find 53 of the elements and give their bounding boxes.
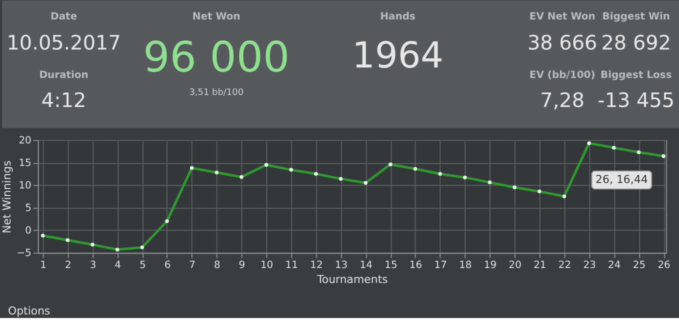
x-tick-label: 10 bbox=[260, 260, 274, 272]
text: Options bbox=[8, 304, 51, 318]
x-tick-label: 19 bbox=[484, 260, 497, 272]
x-tick-label: 22 bbox=[558, 260, 572, 272]
text: 96 000 bbox=[143, 32, 290, 82]
y-tick-label: −5 bbox=[16, 248, 32, 260]
x-tick-label: 2 bbox=[65, 260, 72, 272]
x-tick-label: 16 bbox=[409, 260, 422, 272]
x-axis-title: Tournaments bbox=[316, 273, 388, 286]
text: 3,51 bb/100 bbox=[189, 88, 244, 98]
x-tick-label: 9 bbox=[238, 260, 246, 272]
x-tick-label: 14 bbox=[360, 260, 372, 272]
text: EV (bb/100) bbox=[529, 70, 596, 82]
x-tick-label: 11 bbox=[285, 260, 298, 272]
text: 38 666 bbox=[527, 30, 598, 54]
x-tick-label: 7 bbox=[189, 260, 196, 272]
x-tick-label: 20 bbox=[508, 260, 522, 272]
y-tick-label: 5 bbox=[25, 203, 32, 214]
x-tick-label: 5 bbox=[139, 260, 146, 272]
x-tick-label: 21 bbox=[534, 260, 546, 272]
x-tick-label: 3 bbox=[90, 260, 96, 272]
text: 1964 bbox=[352, 35, 444, 76]
x-tick-label: 1 bbox=[40, 260, 47, 272]
x-tick-label: 17 bbox=[434, 260, 447, 272]
text: Net Won bbox=[192, 11, 240, 22]
x-tick-label: 25 bbox=[632, 260, 646, 272]
text: Hands bbox=[380, 11, 416, 22]
text: Date bbox=[50, 11, 78, 22]
text: Duration bbox=[39, 70, 88, 82]
x-tick-label: 23 bbox=[583, 260, 596, 272]
x-tick-label: 13 bbox=[334, 260, 348, 272]
y-tick-label: 10 bbox=[18, 180, 32, 192]
text: 7,28 bbox=[540, 88, 585, 112]
x-tick-label: 4 bbox=[114, 260, 122, 272]
y-tick-label: 15 bbox=[18, 158, 32, 170]
text: 10.05.2017 bbox=[6, 30, 121, 54]
y-axis-title: Net Winnings bbox=[0, 160, 14, 234]
text: Biggest Loss bbox=[600, 70, 672, 82]
text: Biggest Win bbox=[602, 11, 670, 22]
x-tick-label: 12 bbox=[310, 260, 323, 272]
x-tick-label: 6 bbox=[164, 260, 171, 272]
text: EV Net Won bbox=[529, 11, 596, 22]
x-tick-label: 26 bbox=[658, 260, 670, 272]
x-tick-label: 8 bbox=[214, 260, 220, 272]
text: -13 455 bbox=[598, 88, 675, 112]
y-tick-label: 0 bbox=[25, 226, 32, 237]
text: 4:12 bbox=[41, 88, 86, 112]
x-tick-label: 24 bbox=[608, 260, 621, 272]
annotation: 26, 16,44 bbox=[596, 173, 648, 186]
text: 28 692 bbox=[601, 30, 672, 54]
y-tick-label: 20 bbox=[18, 136, 32, 147]
x-tick-label: 18 bbox=[459, 260, 472, 272]
x-tick-label: 15 bbox=[384, 260, 398, 272]
